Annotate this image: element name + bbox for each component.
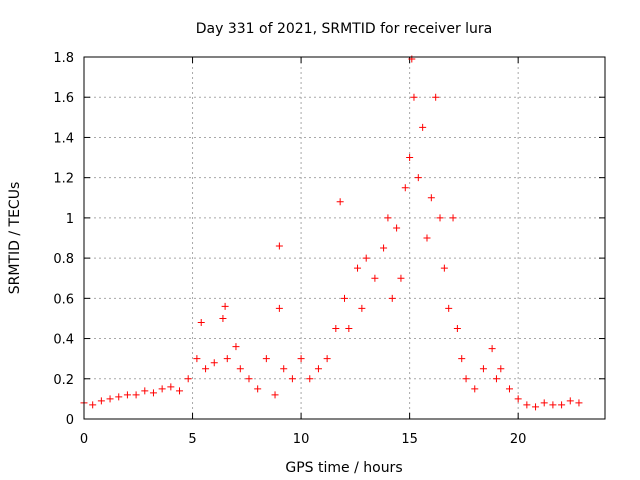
data-point bbox=[332, 325, 340, 332]
data-point bbox=[436, 214, 444, 222]
data-point bbox=[423, 234, 431, 242]
data-point bbox=[123, 391, 131, 399]
y-tick-label: 0.2 bbox=[53, 373, 74, 388]
data-point bbox=[566, 397, 574, 405]
data-point bbox=[306, 375, 314, 383]
data-point bbox=[149, 389, 157, 397]
data-point bbox=[106, 395, 114, 403]
y-tick-label: 1.4 bbox=[53, 131, 74, 146]
data-point bbox=[558, 401, 566, 409]
data-point bbox=[432, 93, 440, 101]
data-point bbox=[419, 123, 427, 131]
data-point bbox=[115, 393, 123, 401]
data-point bbox=[336, 198, 344, 206]
data-point bbox=[488, 345, 496, 353]
data-point bbox=[401, 184, 409, 192]
data-point bbox=[275, 242, 283, 250]
data-point bbox=[523, 401, 531, 409]
data-point bbox=[532, 403, 540, 411]
y-tick-label: 0.4 bbox=[53, 333, 74, 348]
data-point bbox=[471, 385, 479, 393]
data-point bbox=[275, 304, 283, 312]
y-tick-label: 1.8 bbox=[53, 51, 74, 66]
y-axis-label: SRMTID / TECUs bbox=[7, 182, 23, 295]
plot-frame bbox=[83, 56, 606, 420]
data-point bbox=[362, 254, 370, 262]
x-axis-label: GPS time / hours bbox=[285, 460, 402, 476]
data-point bbox=[223, 355, 231, 363]
data-point bbox=[97, 397, 105, 405]
data-point bbox=[314, 365, 322, 373]
data-point bbox=[354, 264, 362, 272]
data-point bbox=[132, 391, 140, 399]
data-point bbox=[232, 343, 240, 351]
data-point bbox=[453, 325, 461, 332]
data-point bbox=[410, 93, 418, 101]
data-point bbox=[397, 274, 405, 282]
y-tick-label: 1.2 bbox=[53, 172, 74, 187]
data-point bbox=[540, 399, 548, 407]
data-point bbox=[371, 274, 379, 282]
x-tick-label: 20 bbox=[510, 432, 527, 447]
data-point bbox=[202, 365, 210, 373]
tick-labels: 0 0.2 0.4 0.6 0.8 1 1.2 1.4 1.6 1.8 0 5 10 15 20 bbox=[53, 51, 526, 447]
data-point bbox=[262, 355, 270, 363]
data-point bbox=[210, 359, 218, 367]
data-point bbox=[492, 375, 500, 383]
y-tick-label: 1 bbox=[66, 212, 74, 227]
data-point bbox=[406, 154, 414, 162]
data-point bbox=[393, 224, 401, 232]
data-point bbox=[236, 365, 244, 373]
data-point bbox=[89, 401, 97, 409]
data-point bbox=[458, 355, 466, 363]
data-point bbox=[254, 385, 262, 393]
data-point bbox=[414, 174, 422, 182]
data-point bbox=[341, 294, 348, 302]
chart-title: Day 331 of 2021, SRMTID for receiver lur… bbox=[196, 21, 493, 37]
data-point bbox=[197, 318, 205, 326]
data-point bbox=[280, 365, 288, 373]
data-point bbox=[479, 365, 487, 373]
data-point bbox=[440, 264, 448, 272]
data-point bbox=[345, 325, 353, 332]
data-point bbox=[158, 385, 166, 393]
data-point bbox=[388, 294, 396, 302]
data-point bbox=[449, 214, 457, 222]
data-point bbox=[358, 304, 366, 312]
data-point bbox=[514, 395, 522, 403]
data-point bbox=[271, 391, 279, 399]
data-point bbox=[575, 399, 583, 407]
data-point bbox=[427, 194, 435, 202]
y-tick-label: 1.6 bbox=[53, 91, 74, 106]
data-point bbox=[193, 355, 201, 363]
x-tick-label: 5 bbox=[188, 432, 196, 447]
data-point bbox=[219, 314, 227, 322]
x-tick-label: 10 bbox=[293, 432, 310, 447]
data-point bbox=[445, 304, 453, 312]
data-point bbox=[221, 302, 229, 310]
data-point bbox=[245, 375, 253, 383]
y-tick-label: 0.8 bbox=[53, 252, 74, 267]
data-points bbox=[80, 55, 583, 411]
data-point bbox=[384, 214, 392, 222]
y-tick-label: 0 bbox=[66, 413, 74, 428]
data-point bbox=[288, 375, 296, 383]
data-point bbox=[497, 365, 505, 373]
data-point bbox=[176, 387, 184, 395]
data-point bbox=[167, 383, 175, 391]
data-point bbox=[141, 387, 149, 395]
data-point bbox=[462, 375, 470, 383]
axis-ticks bbox=[83, 56, 605, 420]
data-point bbox=[297, 355, 305, 363]
data-point bbox=[380, 244, 388, 252]
data-point bbox=[549, 401, 557, 409]
data-point bbox=[323, 355, 331, 363]
grid bbox=[84, 57, 605, 419]
data-point bbox=[184, 375, 192, 383]
y-tick-label: 0.6 bbox=[53, 292, 74, 307]
x-tick-label: 0 bbox=[80, 432, 88, 447]
data-point bbox=[505, 385, 513, 393]
x-tick-label: 15 bbox=[401, 432, 418, 447]
